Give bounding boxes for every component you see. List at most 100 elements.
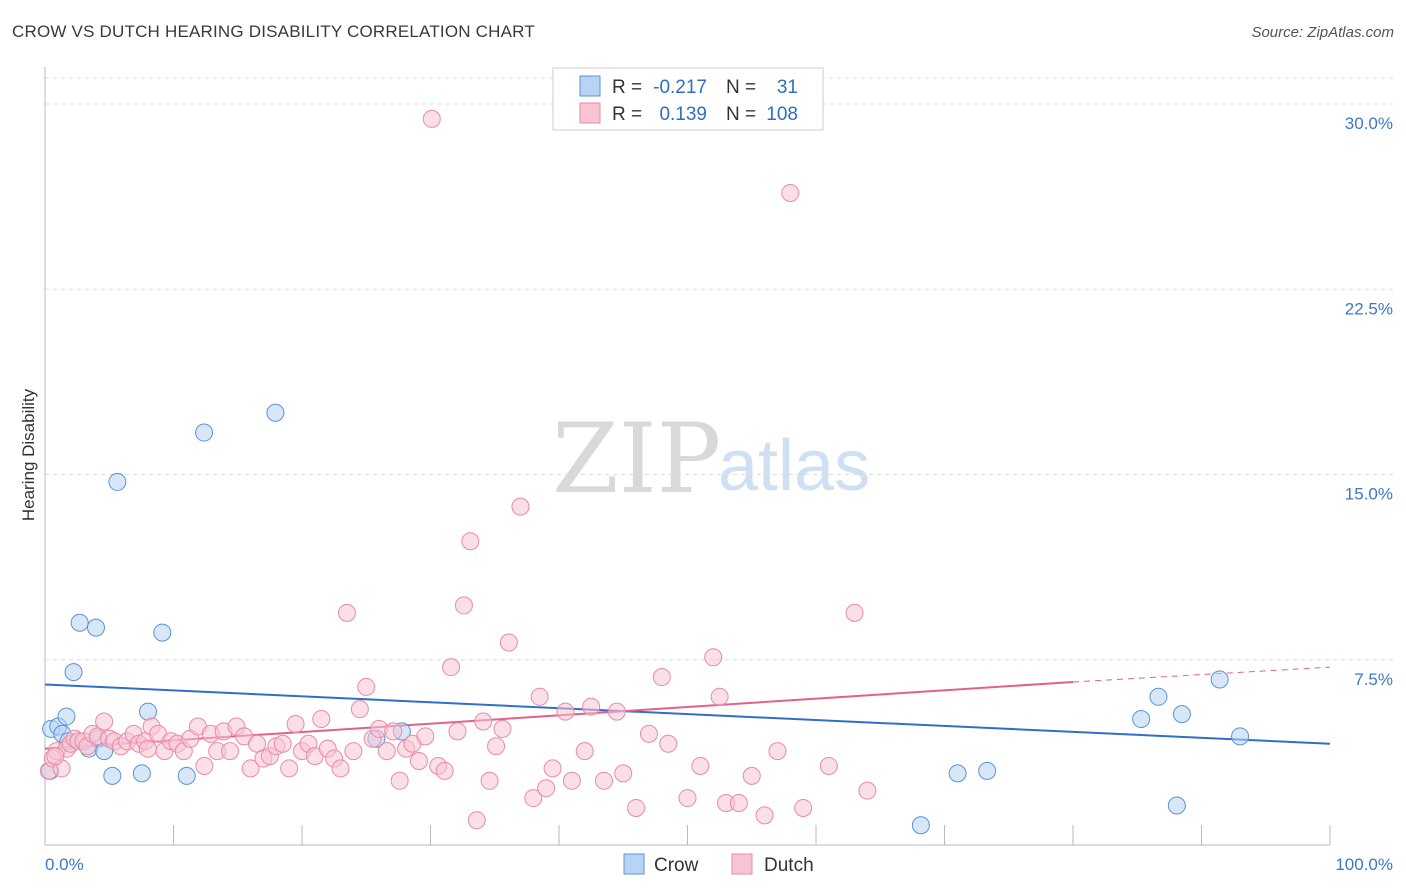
crow-point bbox=[1167, 796, 1186, 815]
dutch-point bbox=[678, 789, 697, 808]
legend-dutch-n-label: N = bbox=[726, 104, 756, 125]
dutch-point bbox=[480, 771, 499, 790]
legend-swatch-crow bbox=[579, 75, 601, 97]
dutch-point bbox=[543, 759, 562, 778]
dutch-point bbox=[221, 742, 240, 761]
legend-dutch-r-label: R = bbox=[612, 104, 642, 125]
dutch-point bbox=[704, 648, 723, 667]
crow-point bbox=[266, 403, 285, 422]
dutch-point bbox=[607, 702, 626, 721]
bottom-legend-swatch-crow bbox=[623, 853, 645, 875]
dutch-point bbox=[524, 789, 543, 808]
crow-point bbox=[177, 766, 196, 785]
crow-point bbox=[948, 764, 967, 783]
dutch-point bbox=[448, 722, 467, 741]
legend-swatch-dutch bbox=[579, 102, 601, 124]
dutch-point bbox=[286, 714, 305, 733]
dutch-point bbox=[312, 710, 331, 729]
dutch-trend-dashed bbox=[1072, 666, 1331, 683]
crow-point bbox=[103, 766, 122, 785]
crow-point bbox=[153, 623, 172, 642]
dutch-point bbox=[742, 766, 761, 785]
dutch-point bbox=[280, 759, 299, 778]
dutch-point bbox=[95, 712, 114, 731]
dutch-point bbox=[454, 596, 473, 615]
legend-crow-n-label: N = bbox=[726, 77, 756, 98]
dutch-point bbox=[416, 727, 435, 746]
chart-source: Source: ZipAtlas.com bbox=[1251, 24, 1394, 41]
crow-point bbox=[57, 707, 76, 726]
dutch-point bbox=[474, 712, 493, 731]
dutch-point bbox=[467, 811, 486, 830]
dutch-point bbox=[845, 603, 864, 622]
y-tick-label: 7.5% bbox=[1354, 670, 1393, 689]
bottom-legend-crow: Crow bbox=[654, 855, 699, 876]
dutch-point bbox=[511, 497, 530, 516]
dutch-point bbox=[562, 771, 581, 790]
dutch-point bbox=[652, 668, 671, 687]
dutch-point bbox=[344, 742, 363, 761]
dutch-point bbox=[487, 737, 506, 756]
bottom-legend: Crow Dutch bbox=[623, 853, 814, 876]
legend-crow-r-label: R = bbox=[612, 77, 642, 98]
dutch-point bbox=[556, 702, 575, 721]
legend-box: R = -0.217 N = 31 R = 0.139 N = 108 bbox=[552, 67, 824, 131]
x-tick-label: 100.0% bbox=[1335, 855, 1393, 874]
dutch-point bbox=[659, 734, 678, 753]
dutch-point bbox=[337, 603, 356, 622]
dutch-point bbox=[691, 756, 710, 775]
crow-point bbox=[132, 764, 151, 783]
y-axis-label: Hearing Disability bbox=[19, 388, 38, 521]
dutch-point bbox=[537, 779, 556, 798]
bottom-legend-dutch: Dutch bbox=[764, 855, 814, 876]
dutch-point bbox=[582, 697, 601, 716]
dutch-point bbox=[435, 761, 454, 780]
legend-dutch-n-value: 108 bbox=[766, 104, 798, 125]
watermark-zip: ZIP bbox=[552, 403, 721, 515]
watermark-atlas: atlas bbox=[718, 426, 870, 506]
dutch-point bbox=[46, 747, 65, 766]
bottom-legend-swatch-dutch bbox=[731, 853, 753, 875]
dutch-point bbox=[768, 742, 787, 761]
dutch-point bbox=[350, 700, 369, 719]
dutch-point bbox=[248, 734, 267, 753]
dutch-point bbox=[461, 532, 480, 551]
dutch-point bbox=[819, 756, 838, 775]
dutch-point bbox=[390, 771, 409, 790]
dutch-point bbox=[357, 677, 376, 696]
axes bbox=[44, 67, 1331, 846]
dutch-point bbox=[710, 687, 729, 706]
dutch-point bbox=[195, 756, 214, 775]
y-tick-label: 15.0% bbox=[1345, 485, 1393, 504]
crow-point bbox=[70, 613, 89, 632]
dutch-point bbox=[442, 658, 461, 677]
dutch-point bbox=[614, 764, 633, 783]
dutch-point bbox=[422, 109, 441, 128]
dutch-point bbox=[639, 724, 658, 743]
chart-title: CROW VS DUTCH HEARING DISABILITY CORRELA… bbox=[12, 22, 535, 41]
legend-crow-r-value: -0.217 bbox=[653, 77, 707, 98]
crow-point bbox=[978, 761, 997, 780]
dutch-point bbox=[273, 734, 292, 753]
dutch-point bbox=[138, 739, 157, 758]
crow-point bbox=[1149, 687, 1168, 706]
y-tick-label: 30.0% bbox=[1345, 114, 1393, 133]
crow-point bbox=[86, 618, 105, 637]
dutch-point bbox=[384, 722, 403, 741]
dutch-point bbox=[594, 771, 613, 790]
crow-trend-line bbox=[44, 683, 1331, 745]
dutch-point bbox=[331, 759, 350, 778]
crow-point bbox=[911, 816, 930, 835]
dutch-point bbox=[729, 794, 748, 813]
y-tick-label: 22.5% bbox=[1345, 299, 1393, 318]
dutch-point bbox=[627, 798, 646, 817]
dutch-point bbox=[858, 781, 877, 800]
dutch-point bbox=[575, 742, 594, 761]
dutch-point bbox=[377, 742, 396, 761]
dutch-point bbox=[794, 798, 813, 817]
crow-point bbox=[1231, 727, 1250, 746]
dutch-point bbox=[493, 719, 512, 738]
dutch-point bbox=[781, 183, 800, 202]
dutch-point bbox=[755, 806, 774, 825]
